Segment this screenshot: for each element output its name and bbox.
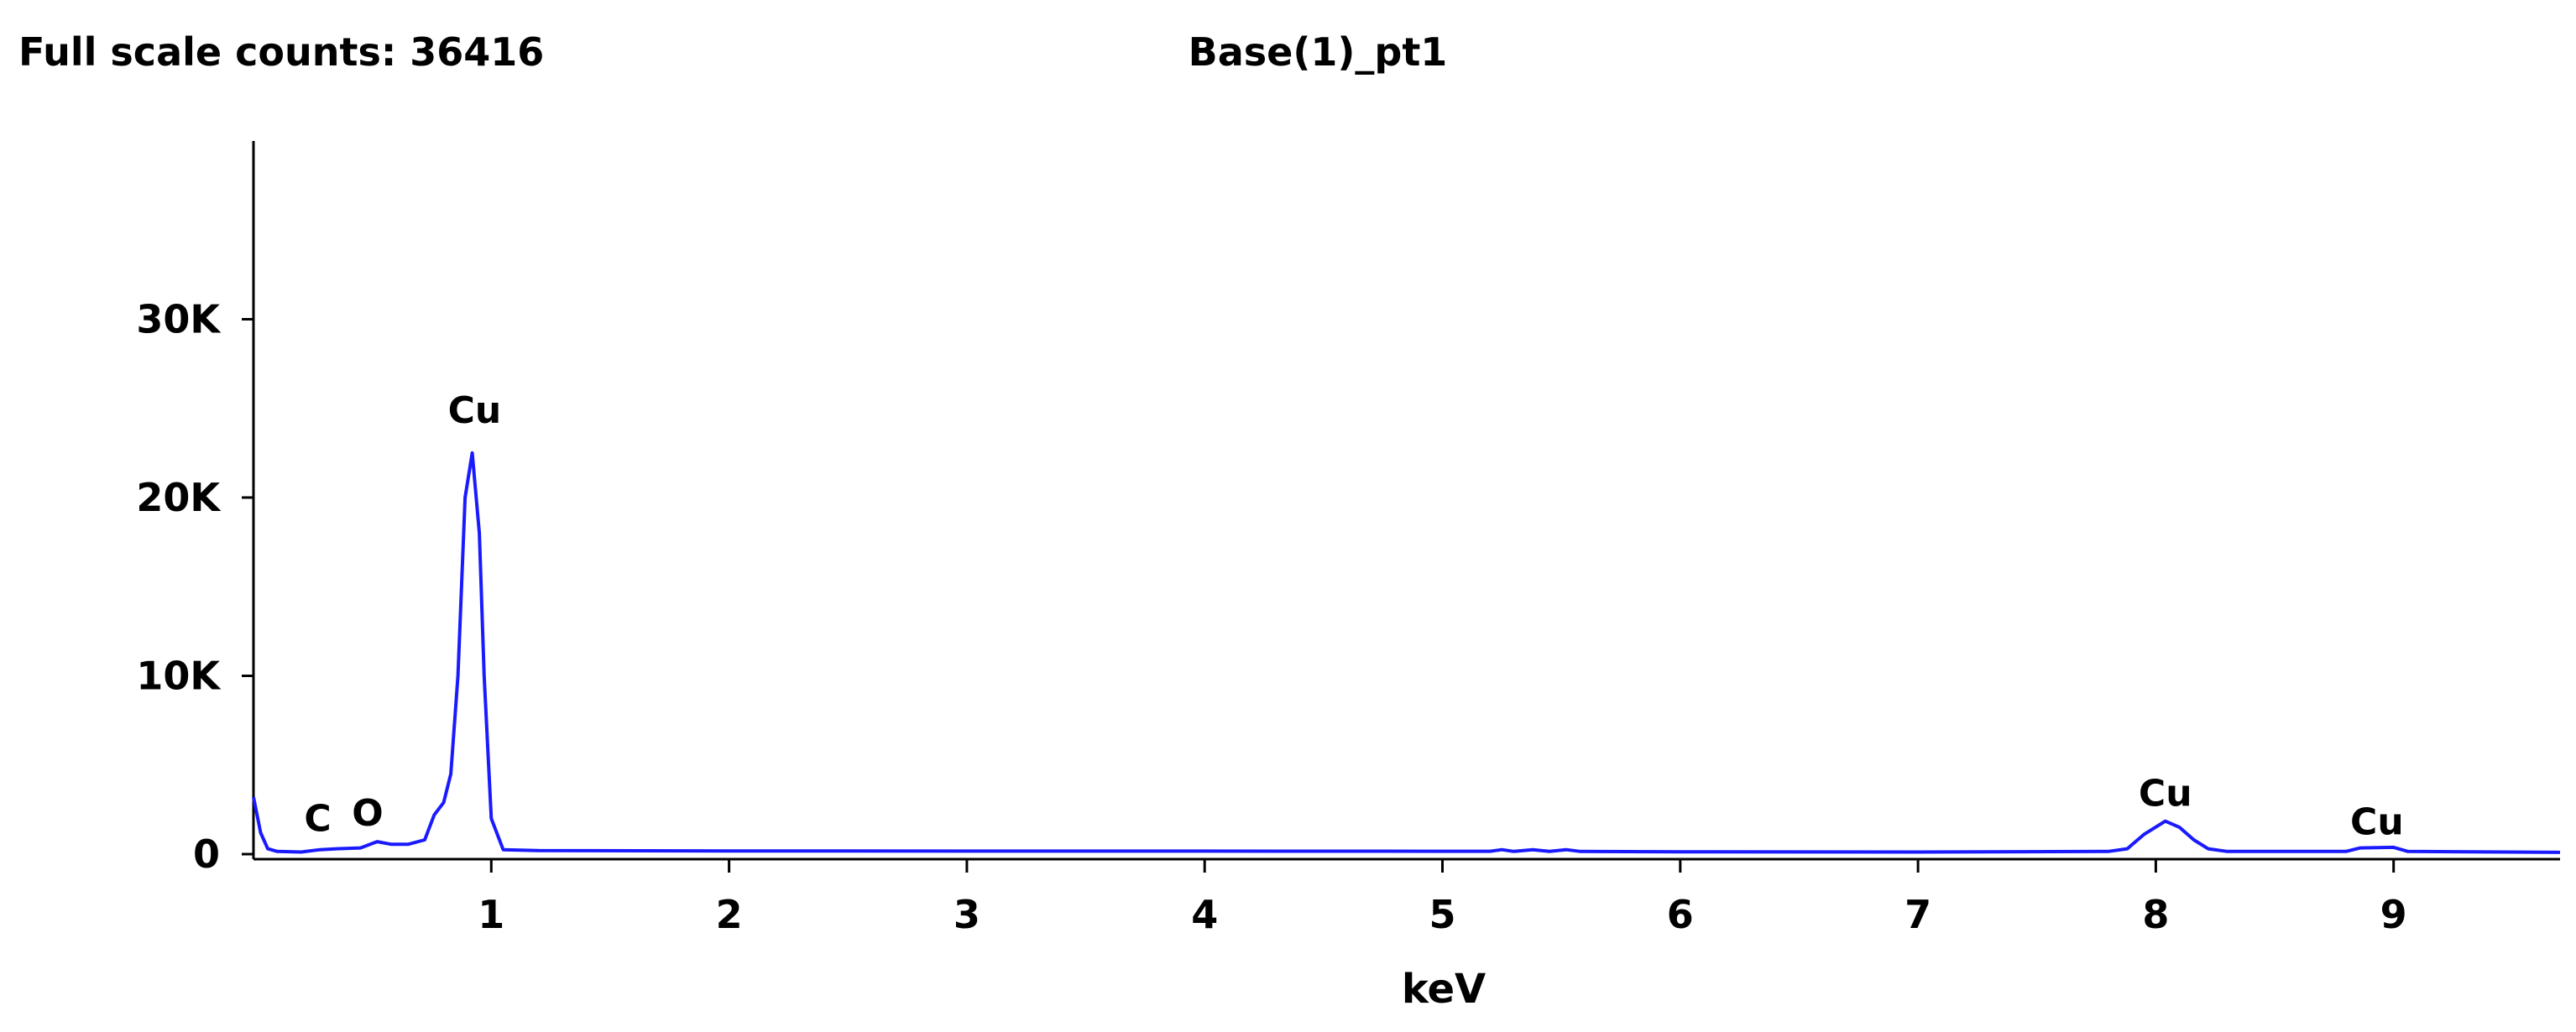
x-tick-label: 6 [1667,892,1694,937]
y-tick-label: 10K [136,654,222,699]
x-tick-label: 9 [2380,892,2407,937]
x-tick-label: 4 [1191,892,1218,937]
y-tick-label: 0 [193,831,220,877]
x-tick-label: 8 [2142,892,2169,937]
y-tick-label: 30K [136,297,222,342]
x-tick-label: 7 [1905,892,1931,937]
peak-label: C [304,797,331,840]
peak-label: O [352,792,383,835]
y-axis-ticks: 0 10K 20K 30K [136,297,253,877]
chart-title: Base(1)_pt1 [1189,29,1448,75]
x-tick-label: 2 [716,892,743,937]
peak-label: Cu [2350,801,2404,844]
peak-label: Cu [2139,773,2192,816]
x-tick-label: 5 [1429,892,1455,937]
x-axis-title: keV [1402,966,1486,1013]
axes [252,141,2560,861]
full-scale-counts: Full scale counts: 36416 [18,29,544,75]
x-axis-ticks: 1 2 3 4 5 6 7 8 9 [478,859,2407,937]
spectrum-series [252,451,2561,854]
peak-label: Cu [448,389,502,432]
spectrum-line [252,451,2561,854]
peak-labels: C O Cu Cu Cu [304,389,2403,844]
y-tick-label: 20K [136,475,222,520]
x-tick-label: 1 [478,892,504,937]
x-tick-label: 3 [954,892,980,937]
